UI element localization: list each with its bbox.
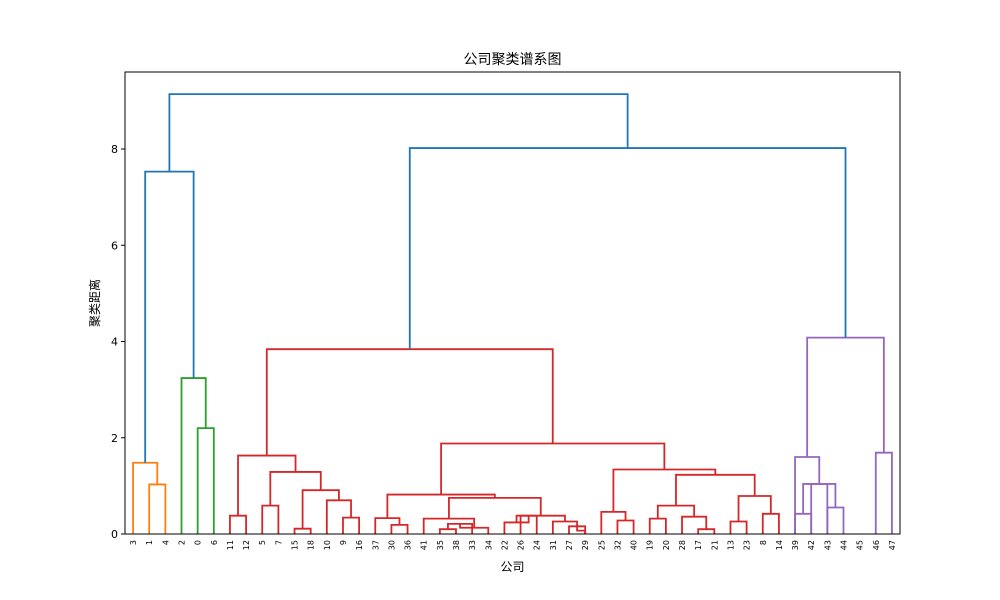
x-tick-label: 37	[371, 540, 380, 550]
y-axis: 0 2 4 6 8	[111, 143, 125, 541]
x-tick-label: 36	[404, 540, 413, 550]
x-tick-label: 13	[726, 540, 735, 550]
x-tick-label: 30	[387, 540, 396, 550]
x-tick-label: 27	[565, 540, 574, 550]
x-tick-label: 2	[178, 540, 187, 545]
x-tick-label: 25	[597, 540, 606, 550]
x-tick-label: 45	[856, 540, 865, 550]
y-axis-label: 聚类距离	[87, 279, 102, 327]
x-tick-label: 0	[194, 540, 203, 545]
x-tick-label: 43	[823, 540, 832, 550]
y-tick-label: 8	[111, 143, 118, 156]
y-tick-label: 6	[111, 239, 118, 252]
x-tick-label: 11	[226, 540, 235, 550]
x-tick-label: 28	[678, 540, 687, 550]
x-tick-label: 39	[791, 540, 800, 550]
x-tick-label: 29	[581, 540, 590, 550]
x-tick-label: 22	[500, 540, 509, 550]
x-tick-label: 10	[323, 540, 332, 550]
x-tick-label: 47	[888, 540, 897, 550]
x-tick-label: 26	[517, 540, 526, 550]
x-tick-label: 34	[484, 540, 493, 550]
x-tick-label: 4	[161, 540, 170, 545]
x-tick-label: 32	[613, 540, 622, 550]
x-tick-label: 23	[743, 540, 752, 550]
x-tick-label: 24	[533, 540, 542, 550]
y-tick-label: 4	[111, 336, 118, 349]
chart-title: 公司聚类谱系图	[464, 52, 562, 68]
x-tick-label: 33	[468, 540, 477, 550]
dendrogram-links	[132, 93, 893, 534]
x-tick-label: 35	[436, 540, 445, 550]
y-tick-label: 2	[111, 432, 118, 445]
x-tick-label: 5	[258, 540, 267, 545]
x-axis-label: 公司	[500, 560, 524, 574]
x-tick-label: 41	[420, 540, 429, 550]
plot-frame	[124, 71, 901, 535]
x-tick-label: 8	[759, 540, 768, 545]
x-tick-label: 20	[662, 540, 671, 550]
x-tick-label: 17	[694, 540, 703, 550]
y-tick-label: 0	[111, 528, 118, 541]
x-tick-label: 14	[775, 540, 784, 550]
x-tick-label: 9	[339, 540, 348, 545]
x-tick-label: 12	[242, 540, 251, 550]
x-tick-label: 21	[710, 540, 719, 550]
x-axis: 3 1 4 2 0 6 11 12 5 7 15 18 10 9 16 37 30 36 41 35 38 33 34 22 2…	[129, 540, 897, 550]
x-tick-label: 19	[646, 540, 655, 550]
x-tick-label: 16	[355, 540, 364, 550]
dendrogram-link	[168, 93, 629, 172]
x-tick-label: 1	[145, 540, 154, 545]
x-tick-label: 44	[839, 540, 848, 550]
x-tick-label: 38	[452, 540, 461, 550]
x-tick-label: 42	[807, 540, 816, 550]
x-tick-label: 46	[872, 540, 881, 550]
x-tick-label: 15	[291, 540, 300, 550]
x-tick-label: 6	[210, 540, 219, 545]
dendrogram-link	[576, 526, 587, 534]
x-tick-label: 18	[307, 540, 316, 550]
x-tick-label: 7	[274, 540, 283, 545]
x-tick-label: 40	[630, 540, 639, 550]
x-tick-label: 31	[549, 540, 558, 550]
x-tick-label: 3	[129, 540, 138, 545]
